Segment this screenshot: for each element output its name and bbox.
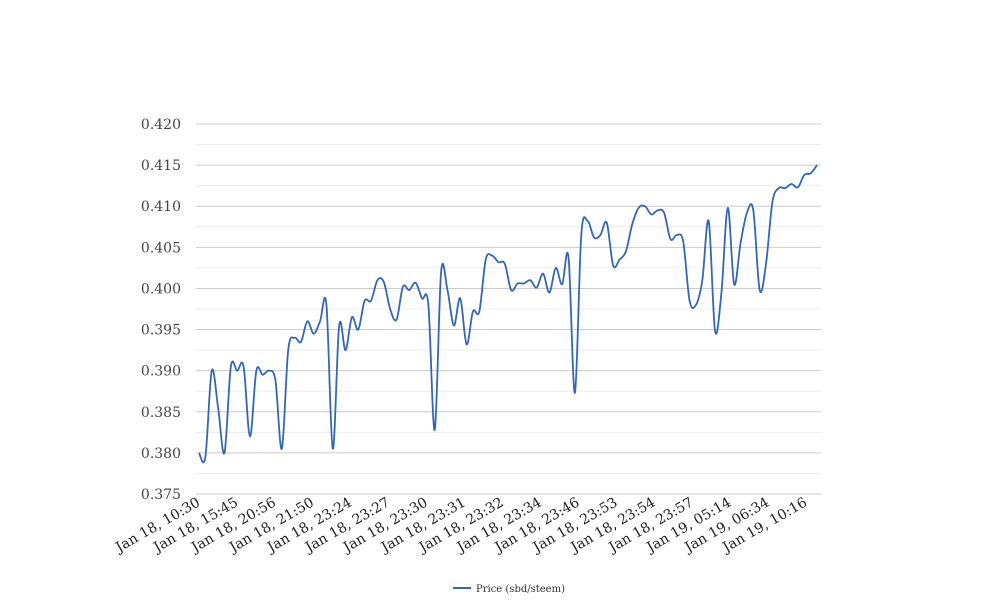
- series-layer: [198, 164, 818, 464]
- y-tick-label: 0.395: [141, 323, 181, 339]
- y-tick-label: 0.420: [141, 117, 181, 133]
- y-tick-label: 0.410: [141, 199, 181, 215]
- y-tick-label: 0.415: [141, 158, 181, 174]
- gridlines: [196, 123, 821, 495]
- y-tick-label: 0.385: [141, 405, 181, 421]
- y-tick-label: 0.390: [141, 364, 181, 380]
- y-axis-tick-labels: 0.375 0.380 0.385 0.390 0.395 0.400 0.405 0.410…: [141, 117, 181, 503]
- y-tick-label: 0.375: [141, 487, 181, 503]
- legend[interactable]: Price (sbd/steem): [453, 584, 565, 595]
- y-tick-label: 0.400: [141, 281, 181, 297]
- y-tick-label: 0.405: [141, 240, 181, 256]
- y-tick-label: 0.380: [141, 446, 181, 462]
- price-series-line: [198, 164, 818, 464]
- legend-label: Price (sbd/steem): [476, 584, 565, 595]
